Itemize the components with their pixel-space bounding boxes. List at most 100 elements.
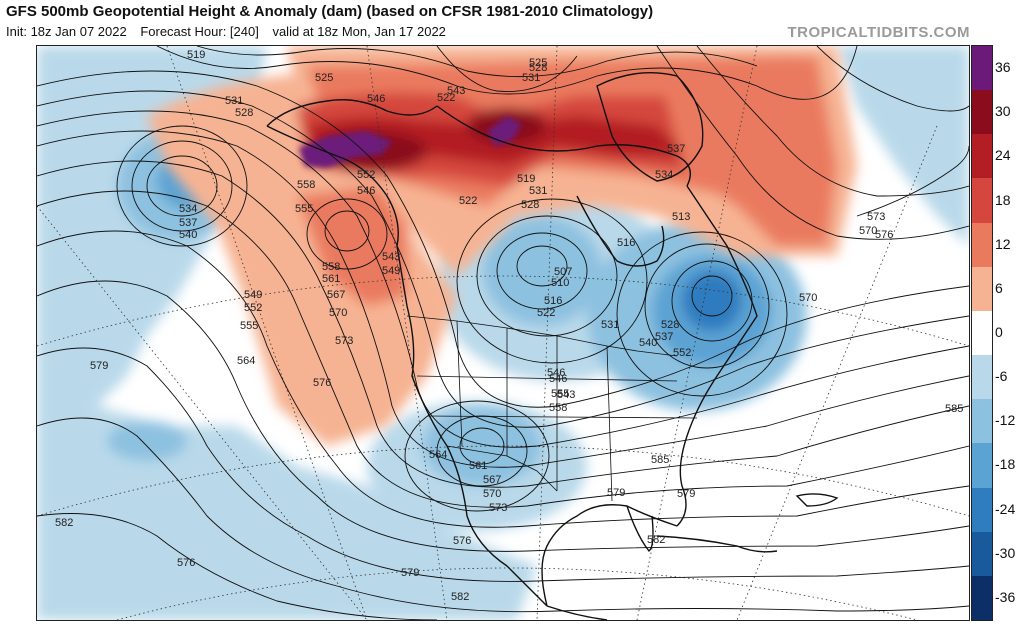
- map-subtitle: Init: 18z Jan 07 2022 Forecast Hour: [24…: [6, 24, 456, 39]
- colorbar-swatch: [972, 399, 992, 444]
- arctic-coast: [436, 105, 691, 187]
- contour-label: 561: [322, 273, 340, 285]
- contour-label: 576: [453, 535, 471, 547]
- contour-label: 543: [382, 251, 400, 263]
- anomaly-map: 519 525 528 531 546 522 543 525 531 528 537 558 552 5…: [36, 45, 970, 621]
- contour-line: [146, 155, 218, 217]
- alaska-purple-patch: [299, 131, 392, 168]
- north-america-west-coast: [266, 125, 548, 607]
- cuba-island: [656, 535, 778, 553]
- longitude-line: [636, 46, 758, 620]
- contour-label: 564: [237, 355, 255, 367]
- contour-label: 522: [459, 195, 477, 207]
- alaska-coast: [266, 99, 438, 127]
- colorbar-tick-label: -6: [995, 368, 1008, 385]
- extreme-anomaly-patches: [299, 116, 522, 168]
- colorbar-tick-label: -30: [995, 544, 1016, 561]
- state-border: [416, 375, 678, 382]
- contour-label: 561: [469, 460, 487, 472]
- contour-label: 567: [327, 289, 345, 301]
- contour-label: 528: [235, 107, 253, 119]
- contour-label: 528: [661, 319, 679, 331]
- contour-label: 552: [244, 302, 262, 314]
- colorbar-tick-label: 36: [995, 59, 1011, 76]
- contour-label: 564: [429, 449, 447, 461]
- contour-label: 531: [601, 319, 619, 331]
- contour-label: 579: [607, 487, 625, 499]
- colorbar-swatch: [972, 531, 992, 577]
- contour-line: [816, 46, 969, 112]
- contour-label: 513: [672, 211, 690, 223]
- contour-label: 546: [547, 367, 565, 379]
- north-atlantic-negative: [837, 46, 969, 246]
- contour-line: [37, 190, 969, 508]
- contour-label: 555: [240, 320, 258, 332]
- contour-line: [616, 231, 788, 397]
- colorbar-swatch: [972, 90, 992, 135]
- contour-line: [37, 130, 969, 468]
- longitude-line: [37, 205, 368, 620]
- height-contours: [37, 46, 969, 620]
- site-credit: TROPICALTIDBITS.COM: [787, 24, 970, 41]
- contour-line: [404, 400, 550, 512]
- colorbar-tick-label: 18: [995, 191, 1011, 208]
- contour-label: 534: [655, 169, 673, 181]
- contour-label: 570: [329, 307, 347, 319]
- hudson-bay-coast: [576, 195, 665, 267]
- contour-label: 516: [544, 295, 562, 307]
- contour-label: 540: [179, 229, 197, 241]
- colorbar-tick-label: -12: [995, 412, 1016, 429]
- contour-line: [456, 198, 648, 364]
- contour-label: 531: [522, 72, 540, 84]
- contour-label: 582: [647, 534, 665, 546]
- contour-label: 519: [187, 49, 205, 61]
- init-time: Init: 18z Jan 07 2022: [6, 24, 127, 39]
- contour-line: [37, 110, 969, 448]
- greenland-coast: [596, 72, 704, 182]
- contour-label: 507: [554, 266, 572, 278]
- contour-line: [436, 46, 578, 92]
- contour-label: 555: [551, 388, 569, 400]
- colorbar-tick-label: 0: [995, 324, 1003, 340]
- contour-label: 543: [447, 85, 465, 97]
- colorbar-swatch: [972, 178, 992, 224]
- colorbar-tick-label: -18: [995, 456, 1016, 473]
- colorbar: [971, 45, 993, 621]
- contour-line: [856, 145, 969, 217]
- northeast-low-deep: [682, 271, 742, 331]
- contour-line: [156, 46, 858, 100]
- contour-label: 546: [367, 93, 385, 105]
- north-atlantic-ridge: [657, 56, 837, 246]
- contour-line: [196, 46, 758, 78]
- forecast-hour: Forecast Hour: [240]: [140, 24, 259, 39]
- contour-label: 525: [529, 57, 547, 69]
- state-border: [456, 320, 463, 447]
- contour-label: 570: [483, 488, 501, 500]
- contour-line: [496, 232, 588, 310]
- contour-label: 567: [483, 474, 501, 486]
- state-border: [606, 345, 613, 502]
- contour-line: [476, 215, 618, 337]
- great-lakes-low-core: [482, 216, 602, 326]
- contour-label: 573: [489, 502, 507, 514]
- colorbar-tick-label: 6: [995, 279, 1003, 296]
- contour-line: [436, 415, 528, 487]
- contour-label: 555: [295, 203, 313, 215]
- contour-label: 558: [297, 179, 315, 191]
- contour-label: 573: [867, 211, 885, 223]
- contour-line: [37, 417, 969, 613]
- gulf-coast: [541, 504, 678, 607]
- colorbar-tick-label: 12: [995, 235, 1011, 252]
- contour-line: [459, 427, 505, 465]
- map-title: GFS 500mb Geopotential Height & Anomaly …: [6, 3, 654, 20]
- colorbar-swatch: [972, 443, 992, 489]
- contour-line: [37, 280, 969, 552]
- hispaniola-island: [795, 493, 839, 507]
- contour-label: 534: [179, 203, 197, 215]
- contour-label: 537: [667, 143, 685, 155]
- contour-label: 531: [225, 95, 243, 107]
- contour-label: 522: [437, 92, 455, 104]
- longitude-line: [366, 46, 448, 620]
